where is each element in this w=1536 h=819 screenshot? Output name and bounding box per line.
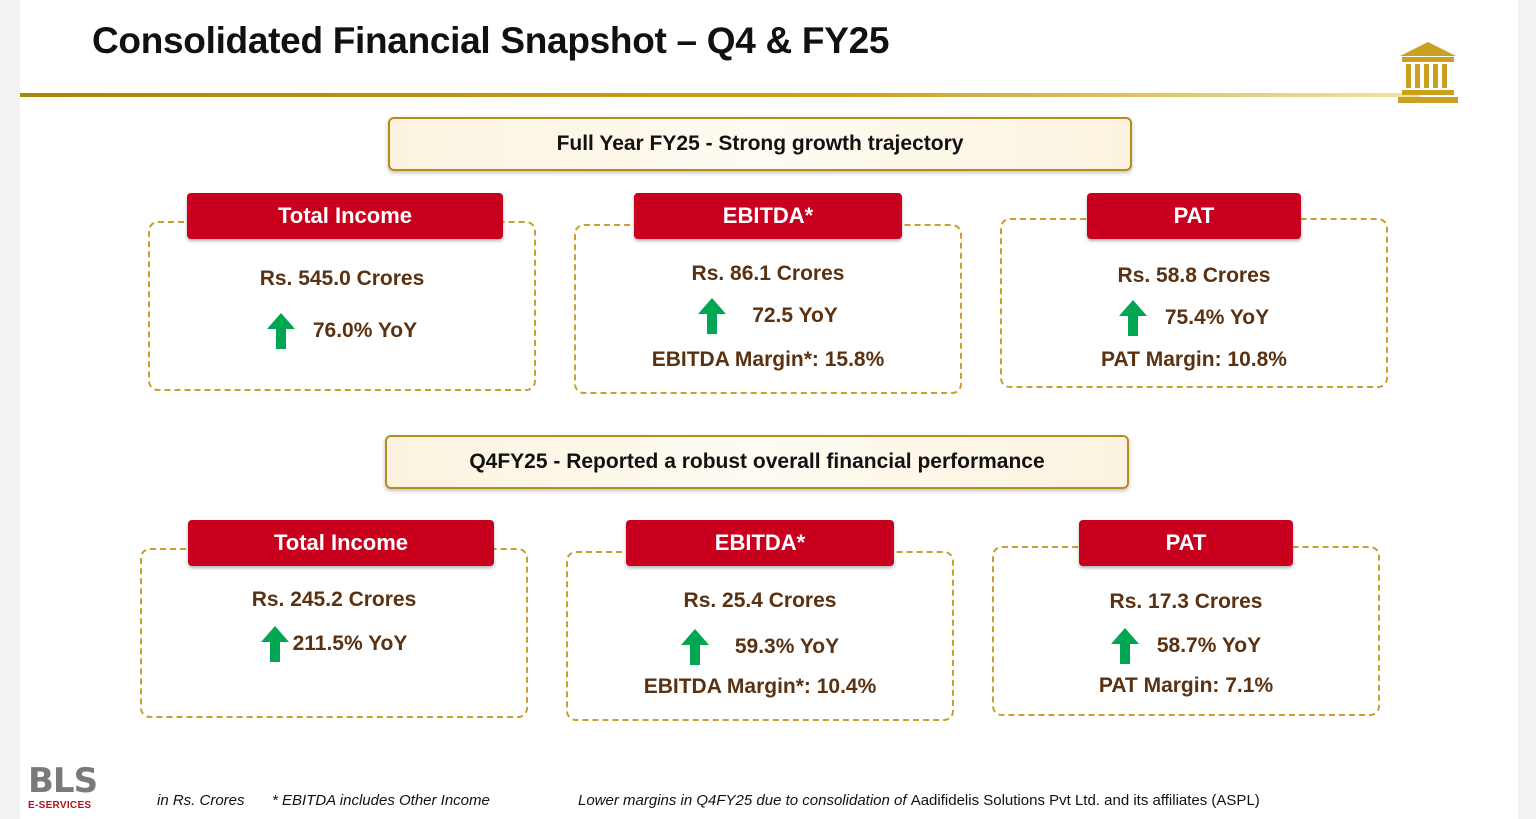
fy25-ebitda-margin: EBITDA Margin*: 15.8% <box>651 348 885 371</box>
yoy-text: 58.7% YoY <box>1156 634 1262 657</box>
fy25-ebitda-value: Rs. 86.1 Crores <box>691 262 845 285</box>
fy25-banner-text: Full Year FY25 - Strong growth trajector… <box>556 132 964 155</box>
fy25-pat-margin: PAT Margin: 10.8% <box>1101 348 1287 371</box>
yoy-text: 211.5% YoY <box>292 632 408 655</box>
slide: Consolidated Financial Snapshot – Q4 & F… <box>20 0 1518 819</box>
q4-pat-label: PAT <box>1079 520 1293 566</box>
footer-margin-note-italic: Lower margins in Q4FY25 due to consolida… <box>578 792 907 809</box>
up-arrow-icon <box>698 298 727 334</box>
footer-margin-note-normal: Aadifidelis Solutions Pvt Ltd. and its a… <box>910 792 1260 809</box>
fy25-pat-label: PAT <box>1087 193 1301 239</box>
q4-pat-card: Rs. 17.3 Crores 58.7% YoY PAT Margin: 7.… <box>992 546 1380 716</box>
yoy-text: 72.5 YoY <box>752 304 838 327</box>
logo-main-text: BLS <box>28 761 98 801</box>
q4-total-income-yoy: 211.5% YoY <box>142 626 526 662</box>
logo-sub-text: E-SERVICES <box>28 800 92 811</box>
up-arrow-icon <box>266 313 295 349</box>
yoy-text: 75.4% YoY <box>1164 306 1270 329</box>
q4-pat-value: Rs. 17.3 Crores <box>1109 590 1263 613</box>
fy25-pat-yoy: 75.4% YoY <box>1002 300 1386 336</box>
up-arrow-icon <box>1118 300 1147 336</box>
yoy-text: 59.3% YoY <box>734 635 840 658</box>
fy25-pat-card: Rs. 58.8 Crores 75.4% YoY PAT Margin: 10… <box>1000 218 1388 388</box>
footer-ebitda-note: * EBITDA includes Other Income <box>272 792 490 809</box>
fy25-total-income-card: Rs. 545.0 Crores 76.0% YoY <box>148 221 536 391</box>
footer-margin-note: Lower margins in Q4FY25 due to consolida… <box>578 792 1260 809</box>
q4-ebitda-value: Rs. 25.4 Crores <box>683 589 837 612</box>
title-divider <box>20 93 1420 97</box>
up-arrow-icon <box>680 629 709 665</box>
fy25-total-income-value: Rs. 545.0 Crores <box>259 267 425 290</box>
fy25-ebitda-yoy: 72.5 YoY <box>576 298 960 334</box>
footer-units: in Rs. Crores <box>157 792 245 809</box>
q4-total-income-card: Rs. 245.2 Crores 211.5% YoY <box>140 548 528 718</box>
bank-building-icon <box>1398 42 1458 103</box>
q4-pat-yoy: 58.7% YoY <box>994 628 1378 664</box>
q4-banner: Q4FY25 - Reported a robust overall finan… <box>385 435 1129 489</box>
q4-ebitda-label: EBITDA* <box>626 520 894 566</box>
fy25-banner: Full Year FY25 - Strong growth trajector… <box>388 117 1132 171</box>
yoy-text: 76.0% YoY <box>312 319 418 342</box>
q4-ebitda-margin: EBITDA Margin*: 10.4% <box>643 675 877 698</box>
up-arrow-icon <box>1110 628 1139 664</box>
fy25-pat-value: Rs. 58.8 Crores <box>1117 264 1271 287</box>
q4-ebitda-card: Rs. 25.4 Crores 59.3% YoY EBITDA Margin*… <box>566 551 954 721</box>
fy25-total-income-yoy: 76.0% YoY <box>150 313 534 349</box>
q4-total-income-label: Total Income <box>188 520 494 566</box>
up-arrow-icon <box>260 626 289 662</box>
page-title: Consolidated Financial Snapshot – Q4 & F… <box>92 20 890 61</box>
q4-banner-text: Q4FY25 - Reported a robust overall finan… <box>469 450 1045 473</box>
fy25-ebitda-label: EBITDA* <box>634 193 902 239</box>
q4-total-income-value: Rs. 245.2 Crores <box>251 588 417 611</box>
fy25-ebitda-card: Rs. 86.1 Crores 72.5 YoY EBITDA Margin*:… <box>574 224 962 394</box>
q4-ebitda-yoy: 59.3% YoY <box>568 629 952 665</box>
q4-pat-margin: PAT Margin: 7.1% <box>1098 674 1274 697</box>
fy25-total-income-label: Total Income <box>187 193 503 239</box>
bls-logo: BLS E-SERVICES <box>28 764 108 814</box>
